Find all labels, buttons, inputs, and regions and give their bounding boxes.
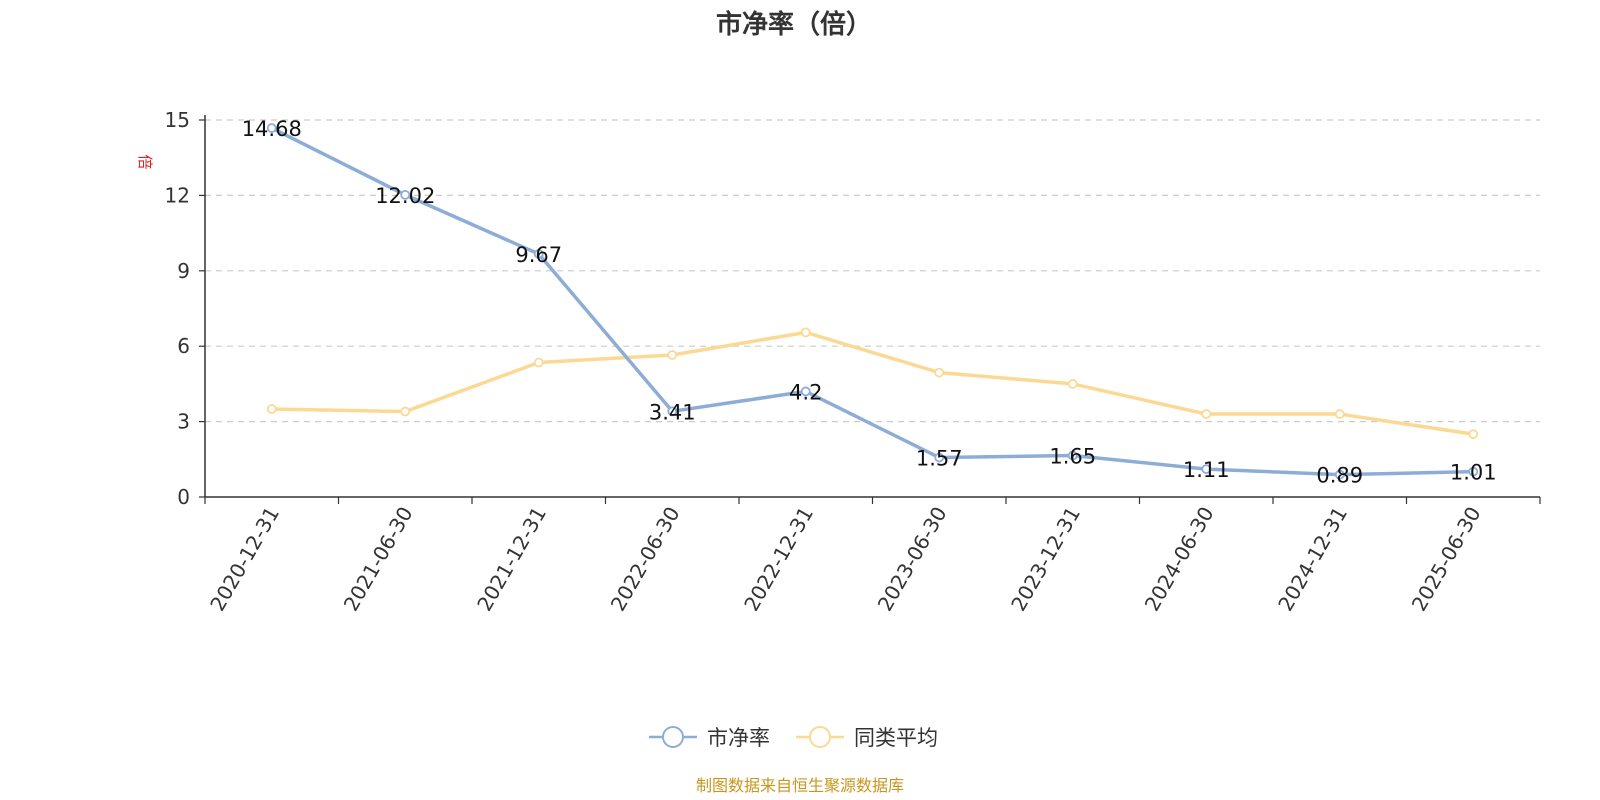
data-point <box>800 386 811 397</box>
data-label: 14.68 <box>242 117 302 141</box>
data-point <box>266 404 277 414</box>
legend-item[interactable]: 同类平均 <box>796 726 938 750</box>
y-tick-label: 6 <box>177 334 190 358</box>
data-point <box>1201 409 1212 419</box>
source-note: 制图数据来自恒生聚源数据库 <box>696 776 904 795</box>
legend-circle-icon <box>809 726 831 748</box>
legend[interactable]: 市净率 同类平均 <box>649 726 938 750</box>
data-label: 3.41 <box>649 400 696 424</box>
series-line <box>270 126 1474 477</box>
data-point <box>934 452 945 463</box>
x-tick-label: 2021-12-31 <box>472 503 551 616</box>
series-lines <box>266 123 1479 480</box>
data-point <box>1201 464 1212 475</box>
y-tick-label: 15 <box>165 108 190 132</box>
x-tick-label: 2021-06-30 <box>339 503 418 616</box>
x-tick-label: 2025-06-30 <box>1407 503 1486 616</box>
data-label: 0.89 <box>1316 464 1363 488</box>
y-tick-label: 9 <box>177 259 190 283</box>
data-point <box>400 406 411 417</box>
data-point <box>533 357 544 368</box>
data-point <box>1334 409 1345 419</box>
data-point <box>934 367 945 378</box>
data-label: 12.02 <box>375 184 435 208</box>
y-tick-label: 3 <box>177 410 190 434</box>
legend-label: 市净率 <box>707 726 770 750</box>
x-tick-label: 2020-12-31 <box>205 503 284 616</box>
legend-item[interactable]: 市净率 <box>649 726 770 750</box>
data-labels: 14.68 12.02 9.67 3.41 4.2 1.57 1.65 1.11 0.89 1.0… <box>242 117 1497 488</box>
data-point <box>1067 378 1078 389</box>
data-point <box>1334 469 1345 480</box>
x-tick-label: 2024-12-31 <box>1273 503 1352 616</box>
x-tick-label: 2022-12-31 <box>739 503 818 616</box>
data-point <box>400 189 411 200</box>
x-tick-label: 2023-06-30 <box>873 503 952 616</box>
y-axis-unit-label: 倍 <box>136 154 154 169</box>
grid-lines <box>205 119 1540 423</box>
data-point <box>800 327 811 338</box>
data-point <box>1468 429 1479 440</box>
data-label: 1.01 <box>1450 461 1497 485</box>
data-label: 1.65 <box>1049 445 1096 469</box>
series-line <box>271 330 1474 436</box>
data-point <box>1468 466 1479 477</box>
data-label: 4.2 <box>789 380 822 404</box>
data-point <box>667 406 678 417</box>
data-point <box>266 123 277 133</box>
x-tick-label: 2022-06-30 <box>606 503 685 616</box>
data-label: 9.67 <box>515 243 562 267</box>
y-tick-label: 12 <box>165 183 190 207</box>
data-point <box>533 249 544 259</box>
y-tick-label: 0 <box>177 485 190 509</box>
data-label: 1.11 <box>1183 458 1230 482</box>
legend-label: 同类平均 <box>854 726 938 750</box>
legend-circle-icon <box>662 726 684 748</box>
data-label: 1.57 <box>916 447 963 471</box>
chart-title: 市净率（倍） <box>716 9 872 40</box>
data-point <box>667 350 678 360</box>
data-point <box>1067 450 1078 461</box>
x-tick-label: 2024-06-30 <box>1140 503 1219 616</box>
x-tick-label: 2023-12-31 <box>1006 503 1085 616</box>
axes: 0 3 6 9 12 15 2020-12-31 2021-06-30 2021-12-31 20… <box>165 108 1541 616</box>
